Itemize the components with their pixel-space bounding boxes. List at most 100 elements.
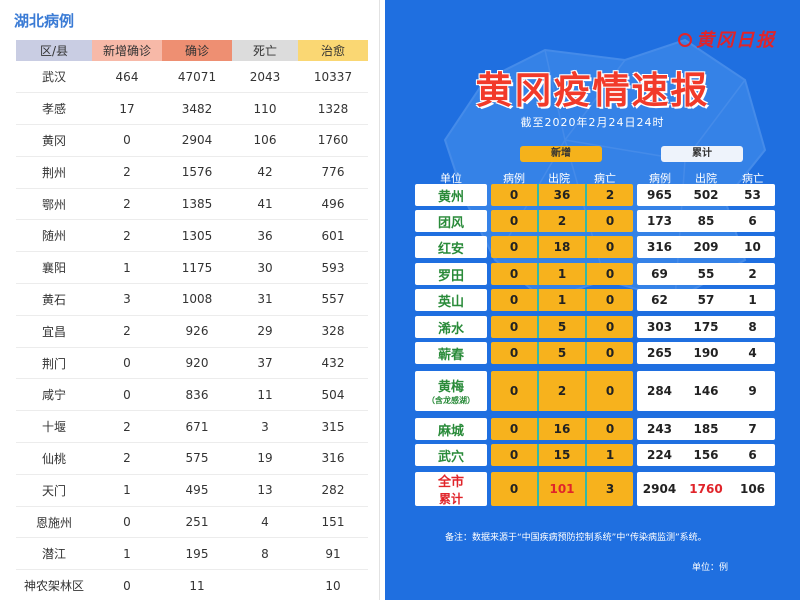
cell-confirmed: 47071	[162, 61, 232, 94]
poster-row: 武穴 0 15 1 224 156 6	[415, 444, 775, 466]
cell-cured: 432	[298, 347, 368, 380]
poster-row: 英山 0 1 0 62 57 1	[415, 289, 775, 311]
cell-confirmed: 11	[162, 569, 232, 600]
table-row[interactable]: 十堰 2 671 3 315	[16, 410, 368, 444]
total-cases-value: 316	[646, 240, 673, 254]
table-row[interactable]: 武汉 464 47071 2043 10337	[16, 61, 368, 94]
new-deaths-value: 0	[605, 384, 615, 398]
total-discharged-header: 出院	[695, 172, 717, 185]
table-row[interactable]: 黄石 3 1008 31 557	[16, 283, 368, 316]
new-deaths-value: 0	[605, 320, 615, 334]
region-name-text: 团风	[437, 215, 464, 231]
new-deaths-header: 病亡	[594, 172, 616, 185]
region-name: 浠水	[415, 316, 487, 338]
new-cases-value: 0	[509, 384, 519, 398]
cell-district: 武汉	[16, 61, 92, 94]
total-cases-header: 病例	[649, 172, 671, 185]
poster-headline: 黄冈疫情速报	[475, 69, 710, 112]
total-deaths-value: 106	[739, 482, 766, 496]
cell-deaths: 3	[232, 410, 298, 444]
table-row[interactable]: 潜江 1 195 8 91	[16, 537, 368, 571]
new-discharged-value: 5	[557, 346, 567, 360]
new-discharged-value: 1	[557, 293, 567, 307]
new-discharged-value: 2	[557, 384, 567, 398]
total-deaths-value: 10	[744, 240, 761, 254]
table-row[interactable]: 神农架林区 0 11 10	[16, 569, 368, 600]
new-cases-block: 0 1 0	[491, 263, 633, 285]
new-deaths-value: 0	[605, 422, 615, 436]
new-discharged-value: 36	[553, 188, 571, 202]
cell-district: 襄阳	[16, 251, 92, 285]
cell-deaths: 41	[232, 188, 298, 221]
total-discharged-value: 185	[693, 422, 719, 436]
cell-new-confirmed: 0	[92, 569, 162, 600]
cell-new-confirmed: 2	[92, 442, 162, 475]
table-row[interactable]: 咸宁 0 836 11 504	[16, 378, 368, 412]
column-header-deaths[interactable]: 死亡	[232, 40, 298, 61]
new-discharged-value: 1	[557, 267, 567, 281]
new-cases-header: 病例	[503, 172, 525, 185]
table-row[interactable]: 随州 2 1305 36 601	[16, 219, 368, 253]
new-deaths-value: 1	[605, 448, 615, 462]
poster-row: 黄州 0 36 2 965 502 53	[415, 184, 775, 206]
panel-title: 湖北病例	[14, 12, 75, 30]
table-row[interactable]: 天门 1 495 13 282	[16, 474, 368, 507]
total-cases-value: 243	[646, 422, 673, 436]
table-row[interactable]: 黄冈 0 2904 106 1760	[16, 124, 368, 157]
total-cases-value: 2904	[642, 482, 677, 496]
column-divider	[537, 184, 539, 206]
new-cases-value: 0	[509, 240, 519, 254]
column-divider	[585, 263, 587, 285]
poster-row: 团风 0 2 0 173 85 6	[415, 210, 775, 232]
new-deaths-value: 3	[605, 482, 615, 496]
total-deaths-value: 4	[748, 346, 757, 360]
column-header-cured[interactable]: 治愈	[298, 40, 368, 61]
cell-cured: 91	[298, 537, 368, 571]
table-row[interactable]: 恩施州 0 251 4 151	[16, 506, 368, 539]
cell-new-confirmed: 1	[92, 474, 162, 507]
cell-confirmed: 1385	[162, 188, 232, 221]
new-cases-block: 0 16 0	[491, 418, 633, 440]
cell-deaths: 31	[232, 283, 298, 316]
total-discharged-value: 57	[697, 293, 715, 307]
cell-confirmed: 495	[162, 474, 232, 507]
table-row[interactable]: 荆门 0 920 37 432	[16, 347, 368, 380]
column-divider	[537, 371, 539, 411]
cell-new-confirmed: 2	[92, 315, 162, 348]
new-cases-value: 0	[509, 422, 519, 436]
cell-cured: 496	[298, 188, 368, 221]
table-row[interactable]: 鄂州 2 1385 41 496	[16, 188, 368, 221]
cumulative-block: 243 185 7	[637, 418, 775, 440]
table-row[interactable]: 宜昌 2 926 29 328	[16, 315, 368, 348]
new-cases-block: 0 5 0	[491, 342, 633, 364]
cell-cured: 10	[298, 569, 368, 600]
cell-deaths: 8	[232, 537, 298, 571]
cumulative-block: 62 57 1	[637, 289, 775, 311]
new-cases-block: 0 2 0	[491, 371, 633, 411]
region-subtitle: （含龙感湖）	[427, 396, 475, 405]
total-discharged-value: 209	[693, 240, 719, 254]
table-row[interactable]: 仙桃 2 575 19 316	[16, 442, 368, 475]
column-divider	[585, 371, 587, 411]
cell-cured: 328	[298, 315, 368, 348]
column-header-confirmed[interactable]: 确诊	[162, 40, 232, 61]
region-name: 罗田	[415, 263, 487, 285]
column-header-district[interactable]: 区/县	[16, 40, 92, 61]
cell-district: 荆州	[16, 156, 92, 189]
column-divider	[537, 210, 539, 232]
table-row[interactable]: 襄阳 1 1175 30 593	[16, 251, 368, 285]
cell-confirmed: 1576	[162, 156, 232, 189]
column-header-new-confirmed[interactable]: 新增确诊	[92, 40, 162, 61]
region-name-text: 蕲春	[437, 347, 464, 363]
cell-confirmed: 195	[162, 537, 232, 571]
hubei-cases-panel: 湖北病例 区/县 新增确诊 确诊 死亡 治愈 武汉 464 47071 2043 103…	[0, 0, 380, 600]
column-divider	[537, 236, 539, 258]
poster-column-headers: 单位 病例 出院 病亡 病例 出院 病亡	[415, 170, 775, 185]
new-cases-block: 0 1 0	[491, 289, 633, 311]
cell-confirmed: 836	[162, 378, 232, 412]
table-row[interactable]: 荆州 2 1576 42 776	[16, 156, 368, 189]
total-discharged-value: 55	[697, 267, 715, 281]
cell-district: 黄石	[16, 283, 92, 316]
cell-deaths	[232, 569, 298, 600]
table-row[interactable]: 孝感 17 3482 110 1328	[16, 92, 368, 126]
